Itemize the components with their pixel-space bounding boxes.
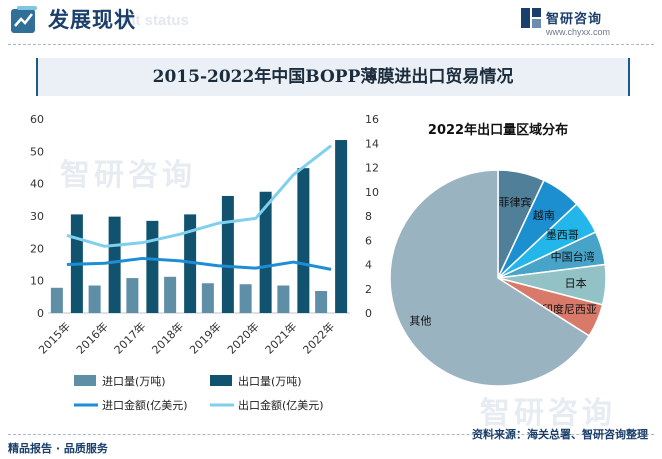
legend-label: 进口金额(亿美元)	[102, 398, 188, 412]
x-tick-label: 2017年	[111, 319, 148, 356]
brand-url: www.chyxx.com	[546, 27, 611, 37]
footer-source: 资料来源：海关总署、智研咨询整理	[472, 428, 648, 441]
legend-swatch	[210, 375, 232, 386]
legend-label: 进口量(万吨)	[102, 375, 166, 388]
pie-slice-label: 印度尼西亚	[542, 302, 597, 316]
bar	[108, 216, 121, 313]
pie-slice-label: 中国台湾	[551, 249, 595, 263]
x-tick-label: 2019年	[187, 319, 224, 356]
brand-name: 智研咨询	[546, 12, 603, 27]
x-tick-label: 2021年	[262, 319, 299, 356]
footer-slogan: 精品报告 · 品质服务	[8, 442, 108, 455]
series-line	[66, 144, 333, 248]
y2-tick-label: 8	[365, 210, 372, 223]
y2-tick-label: 4	[365, 259, 372, 272]
chart-growth-icon	[11, 6, 37, 33]
bar	[201, 283, 214, 313]
title-rule-left	[36, 58, 38, 96]
pie-slice-label: 日本	[565, 276, 587, 290]
footer-divider	[8, 434, 654, 435]
bar	[126, 278, 139, 313]
bar	[297, 168, 310, 313]
bar	[221, 195, 234, 313]
bar	[315, 291, 328, 313]
y-tick-label: 40	[30, 178, 44, 191]
pie-slice-label: 墨西哥	[546, 228, 579, 241]
y2-tick-label: 14	[365, 137, 379, 150]
pie-slice	[389, 169, 591, 387]
y2-tick-label: 2	[365, 283, 372, 296]
y-tick-label: 0	[37, 307, 44, 320]
header-title: 发展现状	[48, 8, 136, 32]
y2-tick-label: 12	[365, 162, 379, 175]
y2-tick-label: 10	[365, 186, 379, 199]
y2-tick-label: 0	[365, 307, 372, 320]
header: ent status 发展现状 智研咨询 www.chyxx.com	[0, 0, 662, 44]
bar	[88, 285, 101, 313]
y-tick-label: 60	[30, 113, 44, 126]
bar	[277, 285, 290, 313]
x-tick-label: 2016年	[73, 319, 110, 356]
y-tick-label: 20	[30, 242, 44, 255]
bar	[259, 191, 272, 313]
y-tick-label: 30	[30, 210, 44, 223]
brand-logo-icon	[521, 8, 541, 28]
legend-label: 出口量(万吨)	[238, 374, 302, 388]
chart-main-title: 2015-2022年中国BOPP薄膜进出口贸易情况	[152, 67, 514, 87]
top-divider	[8, 44, 654, 45]
title-rule-right	[628, 58, 630, 96]
bar	[184, 214, 197, 313]
y-tick-label: 50	[30, 145, 44, 158]
series-line	[66, 256, 332, 271]
pie-slice-label: 菲律宾	[498, 195, 531, 209]
pie-slice-label: 越南	[533, 208, 555, 222]
y2-tick-label: 6	[365, 234, 372, 247]
x-tick-label: 2020年	[224, 319, 261, 356]
x-tick-label: 2018年	[149, 319, 186, 356]
title-band	[36, 58, 630, 96]
legend-label: 出口金额(亿美元)	[238, 398, 324, 412]
x-tick-label: 2022年	[300, 319, 337, 356]
bar	[335, 140, 348, 313]
x-tick-label: 2015年	[36, 319, 73, 356]
pie-title: 2022年出口量区域分布	[428, 122, 568, 138]
legend-swatch	[74, 375, 96, 386]
brand: 智研咨询 www.chyxx.com	[520, 7, 640, 41]
bar	[50, 287, 63, 313]
y2-tick-label: 16	[365, 113, 379, 126]
y-tick-label: 10	[30, 275, 44, 288]
header-subtitle: ent status	[118, 12, 189, 29]
bar	[146, 220, 159, 313]
bar	[239, 284, 252, 313]
pie-slice-label: 其他	[409, 315, 431, 328]
bar	[164, 276, 177, 313]
